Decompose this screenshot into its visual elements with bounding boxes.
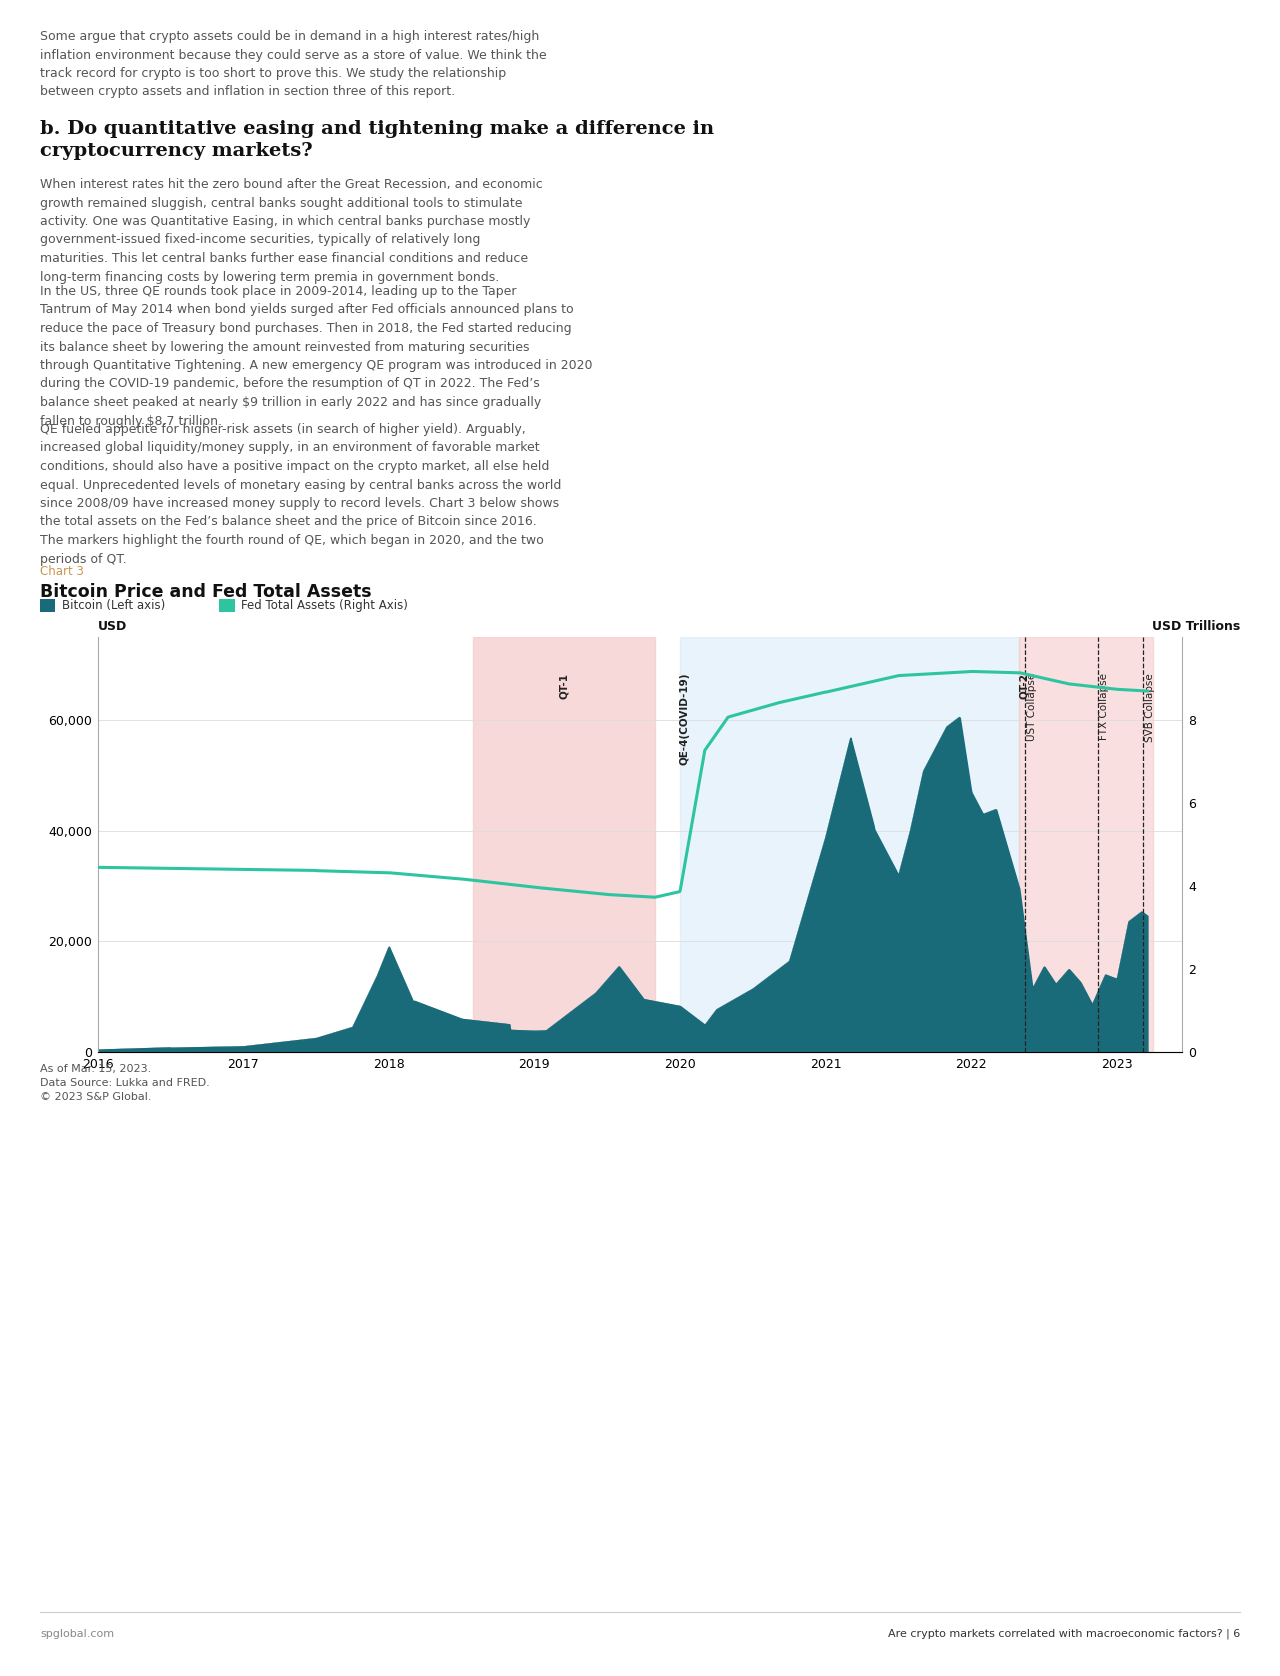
Text: SVB Collapse: SVB Collapse [1144,674,1155,742]
Bar [474,637,655,1053]
Text: Are crypto markets correlated with macroeconomic factors? | 6: Are crypto markets correlated with macro… [888,1629,1240,1639]
Text: © 2023 S&P Global.: © 2023 S&P Global. [40,1093,151,1103]
Text: Some argue that crypto assets could be in demand in a high interest rates/high
i: Some argue that crypto assets could be i… [40,30,547,99]
Text: As of Mar. 15, 2023.: As of Mar. 15, 2023. [40,1064,151,1074]
Text: QT-2: QT-2 [1019,674,1029,699]
Text: Bitcoin Price and Fed Total Assets: Bitcoin Price and Fed Total Assets [40,583,371,602]
Text: QE fueled appetite for higher-risk assets (in search of higher yield). Arguably,: QE fueled appetite for higher-risk asset… [40,422,562,565]
Text: USD Trillions: USD Trillions [1152,620,1240,634]
Text: QE-4(COVID-19): QE-4(COVID-19) [680,674,690,766]
Text: Bitcoin (Left axis): Bitcoin (Left axis) [61,598,165,612]
Text: In the US, three QE rounds took place in 2009-2014, leading up to the Taper
Tant: In the US, three QE rounds took place in… [40,285,593,427]
Text: UST Collapse: UST Collapse [1027,674,1037,741]
Text: Chart 3: Chart 3 [40,565,84,578]
Text: spglobal.com: spglobal.com [40,1629,114,1639]
Text: When interest rates hit the zero bound after the Great Recession, and economic
g: When interest rates hit the zero bound a… [40,178,543,283]
Text: Data Source: Lukka and FRED.: Data Source: Lukka and FRED. [40,1078,210,1088]
Bar [680,637,1019,1053]
Text: FTX Collapse: FTX Collapse [1100,674,1110,741]
Text: USD: USD [97,620,127,634]
Text: Fed Total Assets (Right Axis): Fed Total Assets (Right Axis) [241,598,408,612]
Text: b. Do quantitative easing and tightening make a difference in
cryptocurrency mar: b. Do quantitative easing and tightening… [40,121,714,161]
Bar [1019,637,1153,1053]
Text: QT-1: QT-1 [559,674,570,699]
